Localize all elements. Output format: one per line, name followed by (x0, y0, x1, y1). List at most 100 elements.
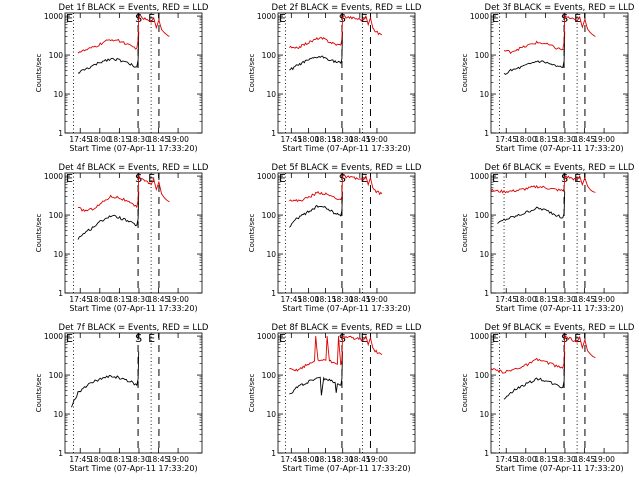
event-marker-e: E (574, 332, 581, 345)
panel-title: Det 9f BLACK = Events, RED = LLD (485, 323, 635, 333)
x-tick-label: 18:15 (109, 455, 131, 464)
x-tick-label: 19:00 (167, 295, 189, 304)
events-series-line (78, 31, 140, 74)
x-tick-label: 17:45 (495, 295, 517, 304)
events-series-line (497, 191, 566, 224)
y-tick-label: 1 (58, 449, 63, 458)
y-axis-label: Counts/sec (461, 54, 469, 93)
events-series-line (289, 31, 343, 71)
events-series-line (503, 31, 566, 75)
x-tick-label: 18:15 (315, 295, 337, 304)
panel-det-3: Det 3f BLACK = Events, RED = LLD 1 10 100 10… (461, 3, 635, 153)
event-marker-s: S (135, 332, 142, 345)
y-tick-label: 10 (266, 410, 276, 419)
y-tick-label: 1 (271, 449, 276, 458)
event-marker-e: E (148, 332, 155, 345)
event-marker-e: E (492, 172, 499, 185)
event-marker-e: E (279, 12, 286, 25)
x-tick-label: 18:00 (515, 135, 537, 144)
lld-series-line (503, 13, 596, 55)
y-axis-label: Counts/sec (248, 214, 256, 253)
x-tick-label: 19:00 (593, 295, 615, 304)
x-tick-label: 18:00 (89, 455, 111, 464)
x-tick-label: 19:00 (366, 295, 388, 304)
y-axis-label: Counts/sec (461, 214, 469, 253)
panel-title: Det 1f BLACK = Events, RED = LLD (59, 3, 209, 13)
y-tick-label: 10 (53, 410, 63, 419)
plot-frame (277, 332, 416, 454)
y-tick-label: 10 (53, 250, 63, 259)
plot-frame (64, 12, 203, 134)
y-tick-label: 1000 (44, 172, 63, 181)
plot-frame (64, 172, 203, 294)
plot-frame (277, 172, 416, 294)
x-tick-label: 18:30 (332, 135, 354, 144)
x-axis-label: Start Time (07-Apr-11 17:33:20) (495, 144, 623, 153)
x-tick-label: 18:00 (89, 295, 111, 304)
lld-series-line (490, 334, 596, 374)
events-series-line (289, 191, 343, 228)
panel-title: Det 4f BLACK = Events, RED = LLD (59, 163, 209, 173)
x-tick-label: 18:15 (535, 455, 557, 464)
x-tick-label: 18:45 (574, 455, 596, 464)
panel-det-1: Det 1f BLACK = Events, RED = LLD 1 10 100 10… (35, 3, 209, 153)
x-tick-label: 18:45 (148, 455, 170, 464)
x-tick-label: 18:00 (298, 135, 320, 144)
y-tick-label: 100 (262, 51, 277, 60)
y-tick-label: 1 (58, 129, 63, 138)
y-axis-label: Counts/sec (248, 374, 256, 413)
x-tick-label: 19:00 (167, 455, 189, 464)
event-marker-e: E (66, 12, 73, 25)
y-tick-label: 1000 (257, 332, 276, 341)
events-series-line (503, 351, 566, 400)
x-tick-label: 18:45 (574, 295, 596, 304)
event-marker-e: E (492, 12, 499, 25)
y-tick-label: 1 (484, 449, 489, 458)
panel-det-4: Det 4f BLACK = Events, RED = LLD 1 10 100 10… (35, 163, 209, 313)
panel-title: Det 6f BLACK = Events, RED = LLD (485, 163, 635, 173)
x-tick-label: 18:30 (332, 455, 354, 464)
events-series-line (77, 191, 140, 240)
x-tick-label: 19:00 (366, 135, 388, 144)
y-tick-label: 1 (484, 289, 489, 298)
panel-title: Det 2f BLACK = Events, RED = LLD (272, 3, 422, 13)
x-tick-label: 19:00 (167, 135, 189, 144)
plot-frame (277, 12, 416, 134)
y-tick-label: 10 (479, 410, 489, 419)
lld-series-line (77, 174, 170, 212)
event-marker-e: E (66, 172, 73, 185)
x-axis-label: Start Time (07-Apr-11 17:33:20) (69, 144, 197, 153)
y-tick-label: 100 (475, 51, 490, 60)
lld-series-line (289, 14, 383, 49)
x-tick-label: 18:30 (128, 455, 150, 464)
y-tick-label: 1000 (470, 332, 489, 341)
x-tick-label: 18:30 (554, 295, 576, 304)
x-tick-label: 19:00 (593, 455, 615, 464)
x-axis-label: Start Time (07-Apr-11 17:33:20) (282, 304, 410, 313)
y-tick-label: 10 (479, 250, 489, 259)
panel-det-6: Det 6f BLACK = Events, RED = LLD 1 10 100 10… (461, 163, 635, 313)
y-tick-label: 10 (266, 90, 276, 99)
y-tick-label: 1000 (257, 12, 276, 21)
lld-series-line (490, 175, 596, 194)
y-tick-label: 1 (484, 129, 489, 138)
event-marker-e: E (148, 12, 155, 25)
x-tick-label: 18:15 (109, 135, 131, 144)
y-tick-label: 1000 (257, 172, 276, 181)
x-tick-label: 18:45 (148, 135, 170, 144)
event-marker-e: E (574, 12, 581, 25)
x-tick-label: 18:00 (89, 135, 111, 144)
y-tick-label: 1000 (44, 12, 63, 21)
lld-series-line (289, 334, 383, 372)
y-axis-label: Counts/sec (248, 54, 256, 93)
x-tick-label: 18:30 (128, 295, 150, 304)
y-tick-label: 1000 (44, 332, 63, 341)
y-axis-label: Counts/sec (35, 374, 43, 413)
y-tick-label: 100 (262, 371, 277, 380)
y-tick-label: 1000 (470, 172, 489, 181)
plot-frame (490, 332, 629, 454)
y-tick-label: 100 (49, 51, 64, 60)
x-tick-label: 17:45 (495, 455, 517, 464)
panel-title: Det 3f BLACK = Events, RED = LLD (485, 3, 635, 13)
